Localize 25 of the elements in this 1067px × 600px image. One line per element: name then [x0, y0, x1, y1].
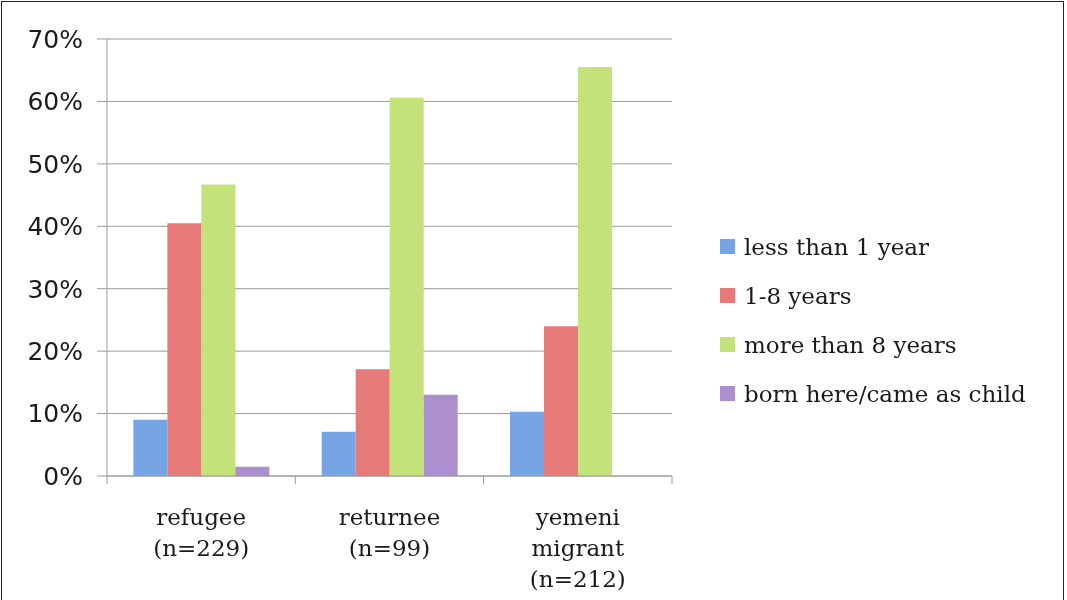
x-tick-label: yemeni migrant (n=212): [529, 504, 626, 592]
legend-label: born here/came as child: [744, 380, 1026, 407]
y-tick-label: 70%: [27, 24, 83, 54]
y-tick-label: 0%: [43, 461, 83, 491]
bar: [167, 223, 202, 476]
legend-label: 1-8 years: [744, 282, 852, 309]
legend-label: more than 8 years: [744, 331, 957, 358]
bar: [355, 369, 390, 476]
y-tick-label: 30%: [27, 274, 83, 304]
bar: [201, 184, 236, 476]
x-tick-label: refugee (n=229): [153, 504, 250, 561]
y-tick-label: 60%: [27, 87, 83, 117]
bar: [321, 431, 356, 476]
bar: [389, 97, 424, 476]
legend-label: less than 1 year: [744, 233, 930, 260]
y-tick-label: 50%: [27, 149, 83, 179]
bar: [133, 419, 168, 476]
y-tick-label: 10%: [27, 399, 83, 429]
bar: [423, 394, 458, 476]
y-tick-label: 20%: [27, 337, 83, 367]
bar: [510, 411, 545, 476]
bar: [544, 326, 579, 476]
y-tick-label: 40%: [27, 212, 83, 242]
bar: [578, 67, 613, 476]
x-tick-label: returnee (n=99): [338, 504, 441, 561]
